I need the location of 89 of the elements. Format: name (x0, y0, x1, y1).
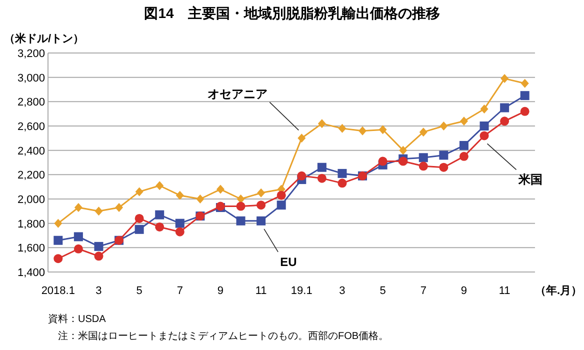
point (54, 236, 63, 245)
y-tick-label: 3,000 (17, 72, 45, 84)
point (236, 216, 246, 226)
point (418, 162, 428, 171)
point (500, 103, 510, 112)
point (440, 122, 448, 130)
y-tick-label: 3,200 (17, 48, 45, 60)
point (135, 187, 144, 196)
y-tick-label: 1,600 (17, 242, 45, 255)
point (196, 194, 204, 204)
point (74, 203, 82, 212)
point (256, 200, 266, 210)
point (520, 78, 529, 88)
point (155, 210, 164, 220)
point (74, 232, 83, 242)
point (94, 242, 104, 251)
point (480, 104, 488, 114)
point (419, 128, 428, 137)
x-tick-label: 11 (498, 285, 510, 297)
point (338, 124, 346, 133)
text: 米国 (517, 172, 542, 187)
point (398, 156, 408, 166)
y-tick-label: 2,400 (17, 145, 45, 158)
point (134, 224, 144, 234)
point (276, 190, 286, 200)
point (134, 214, 144, 223)
chart-title: 図14 主要国・地域別脱脂粉乳輸出価格の推移 (144, 5, 440, 21)
x-tick-label: 5 (136, 285, 142, 297)
point (156, 181, 164, 190)
y-tick-label: 2,200 (17, 170, 45, 182)
y-axis-title: （米ドル/トン） (4, 32, 84, 45)
x-tick-label: 7 (420, 285, 426, 297)
point (318, 119, 326, 128)
point (338, 168, 347, 178)
point (480, 131, 489, 140)
point (358, 126, 367, 136)
text: オセアニア (208, 87, 268, 102)
point (216, 184, 224, 194)
x-tick-label: 7 (176, 285, 183, 297)
point (459, 152, 468, 161)
point (399, 146, 408, 155)
point (54, 218, 62, 228)
text: 注：米国はローヒートまたはミディアムヒートのもの。西部のFOB価格。 (58, 330, 389, 342)
x-tick-label: 9 (460, 285, 468, 297)
point (378, 156, 388, 166)
y-tick-label: 1,400 (17, 267, 45, 279)
point (74, 244, 83, 254)
point (460, 116, 468, 126)
point (317, 174, 326, 183)
point (338, 178, 347, 188)
point (115, 203, 124, 212)
point (418, 153, 428, 162)
point (500, 116, 510, 126)
point (176, 190, 184, 200)
point (459, 140, 468, 150)
point (378, 125, 387, 134)
y-tick-label: 2,000 (17, 194, 45, 206)
point (439, 162, 448, 172)
x-tick-label: 11 (255, 285, 267, 297)
text: 資料：USDA (48, 313, 106, 325)
point (317, 162, 326, 172)
point (298, 134, 306, 143)
point (256, 216, 266, 226)
point (297, 171, 306, 180)
y-tick-label: 1,800 (17, 218, 45, 230)
point (520, 106, 530, 116)
point (520, 91, 530, 100)
point (94, 206, 103, 216)
x-tick-label: 19.1 (290, 285, 312, 297)
y-tick-label: 2,800 (17, 96, 45, 109)
text: EU (280, 254, 297, 269)
point (276, 200, 286, 210)
point (175, 227, 184, 236)
point (94, 252, 104, 261)
x-tick-label: 9 (217, 285, 224, 297)
point (54, 254, 63, 264)
y-tick-label: 2,600 (17, 121, 45, 133)
point (439, 150, 448, 160)
point (155, 222, 164, 232)
point (257, 188, 266, 198)
x-tick-label: 3 (96, 285, 102, 297)
x-axis-title: （年.月） (534, 284, 582, 297)
point (500, 74, 509, 84)
x-tick-label: 3 (339, 285, 346, 297)
x-tick-label: 2018.1 (41, 285, 75, 297)
point (175, 218, 184, 228)
point (480, 122, 489, 130)
x-tick-label: 5 (380, 285, 386, 297)
point (236, 202, 246, 211)
